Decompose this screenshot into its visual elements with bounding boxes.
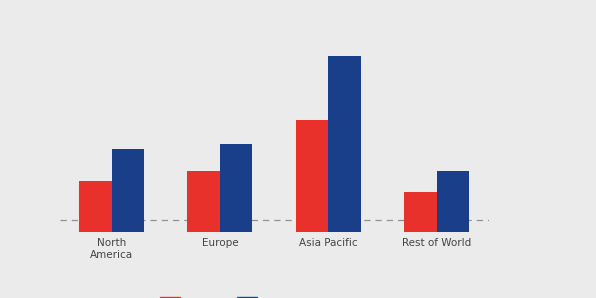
Bar	[437, 171, 469, 232]
Bar	[79, 181, 111, 232]
Bar	[328, 56, 361, 232]
Bar	[220, 144, 253, 232]
Bar	[296, 120, 328, 232]
Bar	[188, 171, 220, 232]
Legend: 2023, 2030: 2023, 2030	[160, 297, 299, 298]
Bar	[111, 149, 144, 232]
Bar	[404, 192, 437, 232]
